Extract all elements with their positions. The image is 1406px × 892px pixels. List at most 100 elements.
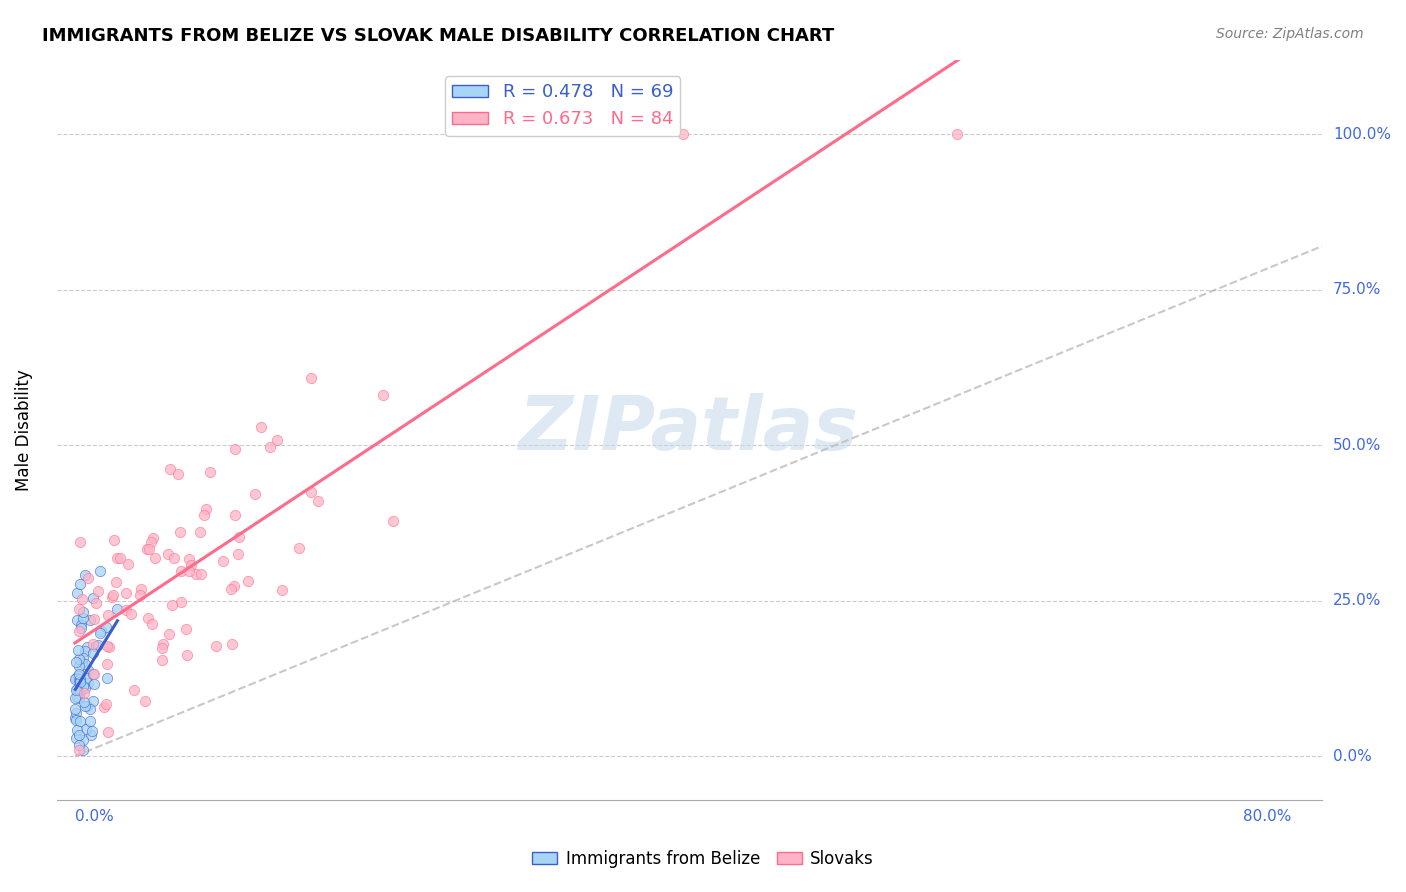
Point (82, 667, 104, 681)
Point (67, 728, 90, 742)
Text: 50.0%: 50.0% (1333, 438, 1381, 453)
Point (73, 698, 96, 713)
Point (65, 655, 87, 669)
Point (84, 596, 107, 610)
Point (96, 697, 118, 711)
Point (67, 652, 90, 666)
Point (65, 713, 87, 727)
Point (122, 682, 145, 697)
Point (75, 671, 97, 685)
Text: IMMIGRANTS FROM BELIZE VS SLOVAK MALE DISABILITY CORRELATION CHART: IMMIGRANTS FROM BELIZE VS SLOVAK MALE DI… (42, 27, 834, 45)
Point (138, 541, 160, 556)
Point (97, 640, 120, 654)
Point (83, 676, 105, 690)
Point (120, 607, 142, 622)
Point (184, 567, 207, 582)
Text: 80.0%: 80.0% (1243, 809, 1292, 824)
Point (288, 541, 311, 555)
Point (163, 551, 186, 566)
Point (75, 644, 97, 658)
Point (87, 583, 110, 598)
Point (77, 571, 100, 585)
Point (69, 714, 91, 728)
Point (228, 530, 250, 544)
Text: 25.0%: 25.0% (1333, 593, 1381, 608)
Point (266, 434, 288, 448)
Point (174, 622, 197, 636)
Point (65, 702, 87, 716)
Point (221, 637, 243, 651)
Text: 75.0%: 75.0% (1333, 282, 1381, 297)
Point (67, 602, 90, 616)
Point (105, 550, 128, 565)
Point (73, 695, 96, 709)
Point (77, 675, 100, 690)
Point (299, 371, 322, 385)
Point (114, 585, 136, 599)
Point (70, 656, 93, 670)
Point (69, 577, 91, 591)
Point (180, 558, 202, 572)
Point (299, 485, 322, 500)
Text: ZIPatlas: ZIPatlas (519, 393, 859, 467)
Point (69, 658, 91, 673)
Point (222, 579, 245, 593)
Point (66, 723, 89, 737)
Point (83, 612, 105, 626)
Point (72, 732, 94, 747)
Point (212, 554, 235, 568)
Text: 0.0%: 0.0% (75, 809, 114, 824)
Point (72, 651, 94, 665)
Point (142, 531, 165, 545)
Point (224, 442, 246, 456)
Point (65, 711, 87, 725)
Point (307, 494, 329, 508)
Point (67, 673, 90, 688)
Point (87, 638, 110, 652)
Point (67, 743, 90, 757)
Point (160, 598, 183, 612)
Point (67, 738, 90, 752)
Point (66, 586, 89, 600)
Point (65, 681, 87, 696)
Point (76, 640, 98, 655)
Point (72, 743, 94, 757)
Point (90, 624, 112, 639)
Point (259, 440, 281, 454)
Point (104, 574, 127, 589)
Point (198, 465, 221, 479)
Point (77, 664, 100, 678)
Point (159, 462, 181, 476)
Point (79, 702, 101, 716)
Point (89, 564, 111, 578)
Legend: Immigrants from Belize, Slovaks: Immigrants from Belize, Slovaks (526, 844, 880, 875)
Point (96, 657, 118, 672)
Point (205, 639, 228, 653)
Point (72, 605, 94, 619)
Y-axis label: Male Disability: Male Disability (15, 368, 32, 491)
Point (157, 627, 180, 641)
Point (83, 667, 105, 681)
Point (117, 558, 139, 572)
Point (108, 550, 131, 565)
Point (946, 127, 969, 141)
Point (67, 667, 90, 681)
Point (89, 626, 111, 640)
Point (75, 722, 97, 736)
Point (66, 642, 89, 657)
Point (97, 608, 120, 623)
Point (82, 724, 104, 739)
Point (79, 714, 101, 728)
Point (75, 657, 97, 672)
Point (82, 591, 104, 605)
Point (193, 508, 215, 522)
Point (672, 127, 695, 141)
Text: Source: ZipAtlas.com: Source: ZipAtlas.com (1216, 27, 1364, 41)
Point (65, 683, 87, 698)
Text: 100.0%: 100.0% (1333, 127, 1391, 142)
Point (67, 691, 90, 706)
Point (170, 564, 193, 578)
Point (79, 728, 101, 742)
Point (72, 680, 94, 694)
Point (150, 653, 173, 667)
